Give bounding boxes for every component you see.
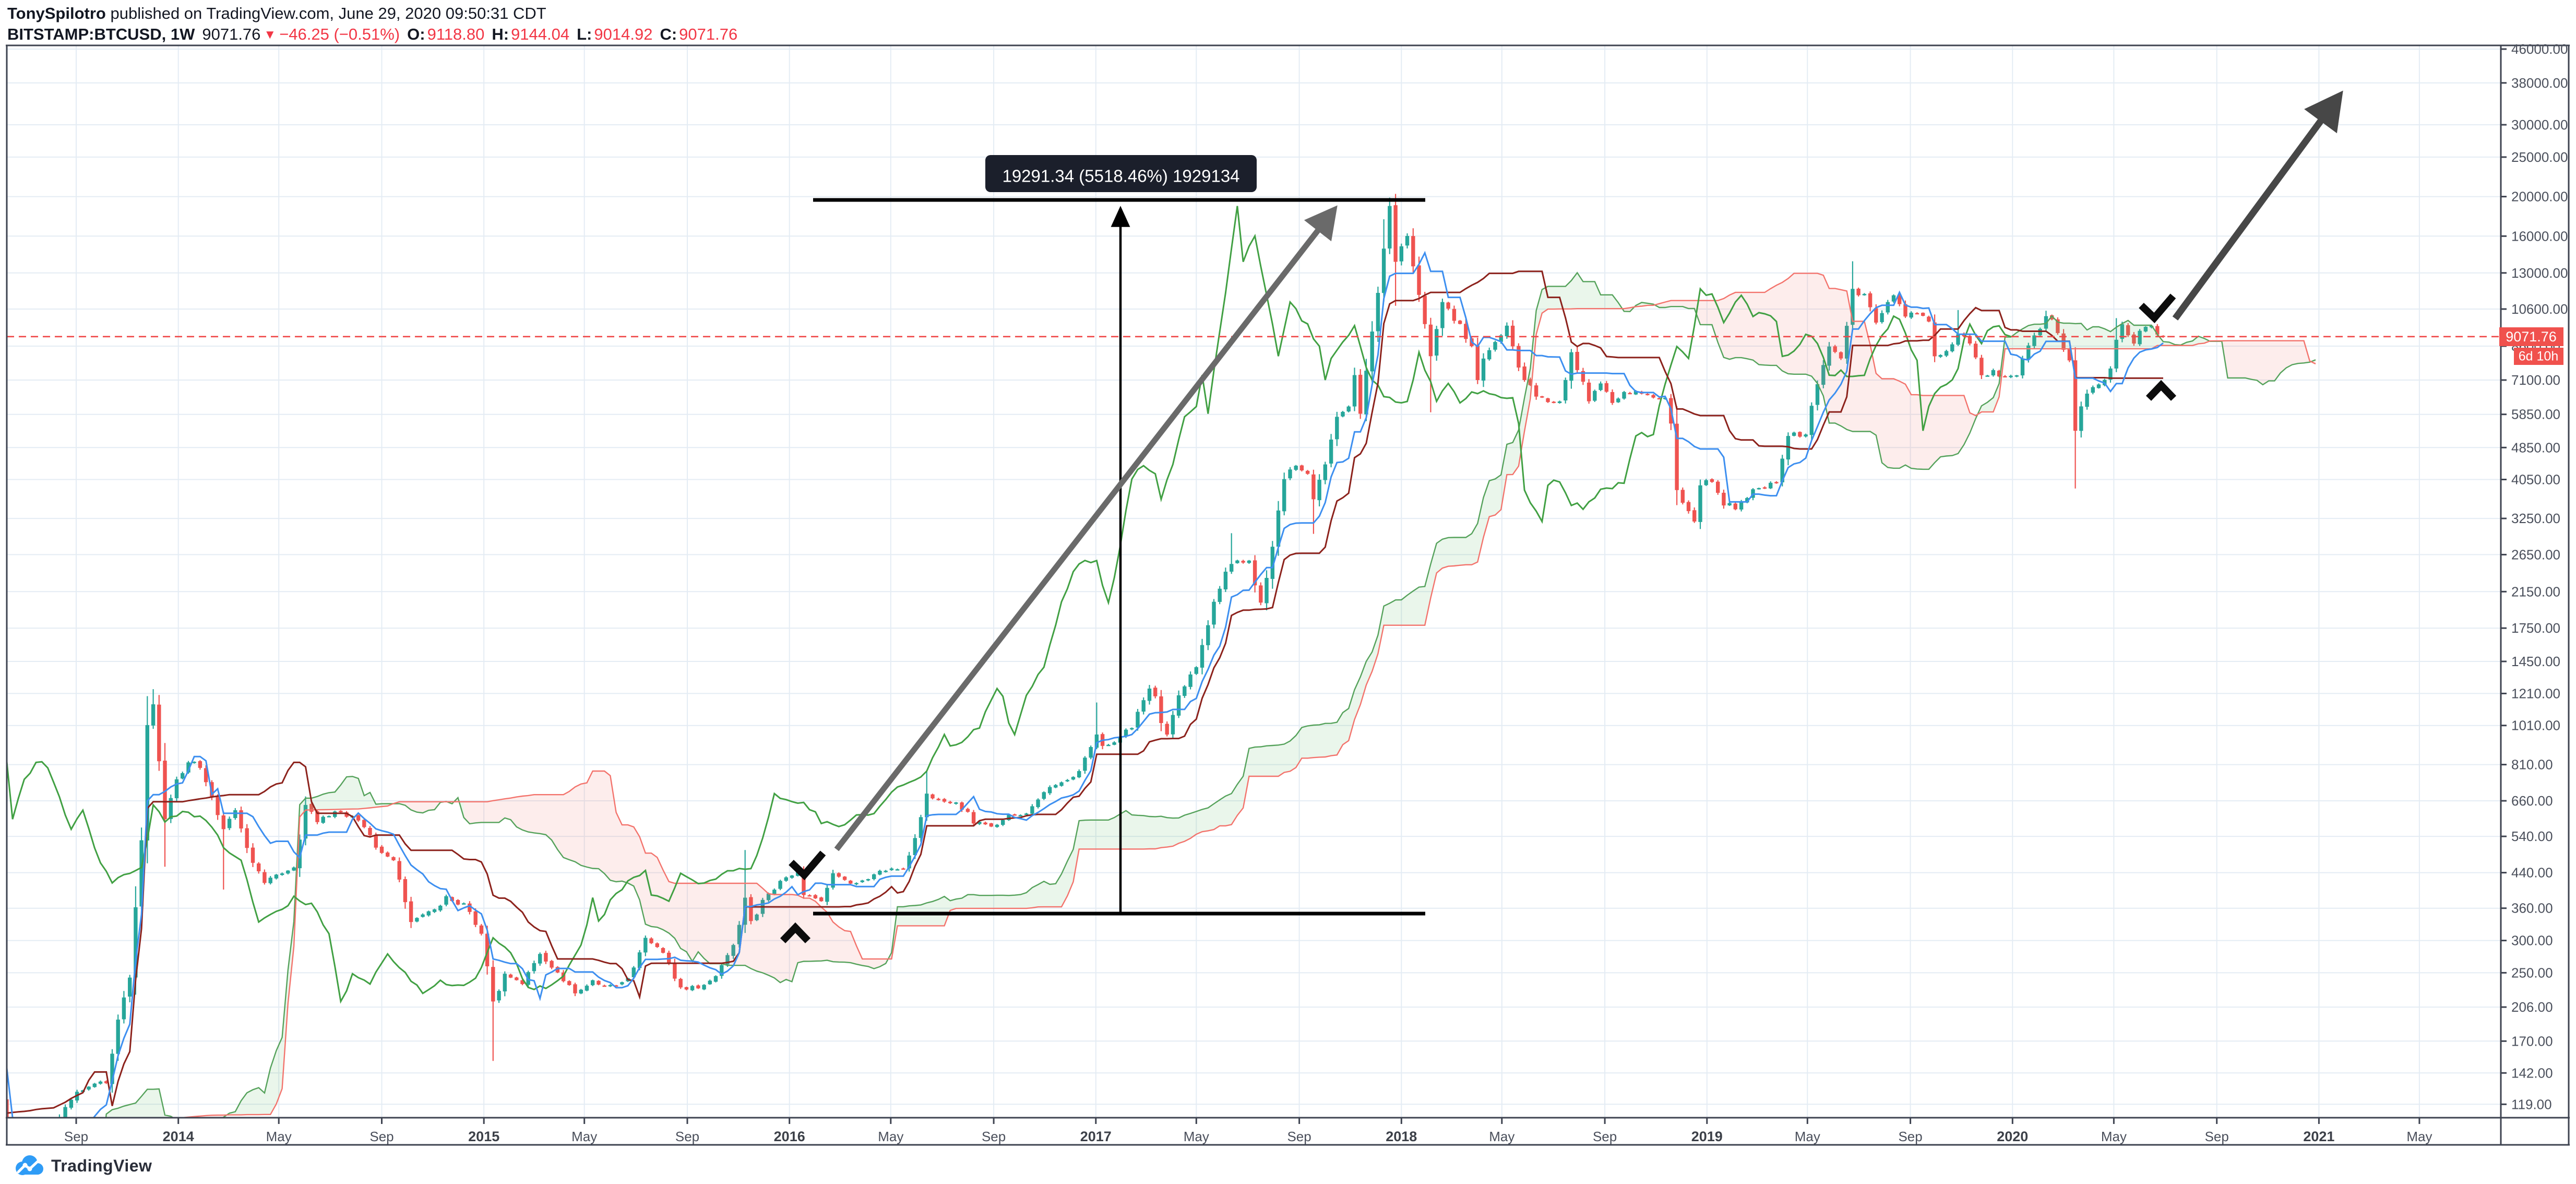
svg-text:May: May <box>1184 1129 1209 1144</box>
publish-line: TonySpilotro published on TradingView.co… <box>7 3 737 24</box>
svg-text:10600.00: 10600.00 <box>2511 301 2568 317</box>
svg-text:16000.00: 16000.00 <box>2511 228 2568 244</box>
svg-text:May: May <box>1489 1129 1514 1144</box>
price-change: −46.25 (−0.51%) <box>279 25 400 43</box>
high-label: H: <box>492 25 509 43</box>
svg-text:Sep: Sep <box>2205 1129 2229 1144</box>
svg-text:Sep: Sep <box>64 1129 88 1144</box>
svg-text:119.00: 119.00 <box>2511 1096 2552 1112</box>
open-value: 9118.80 <box>427 25 485 43</box>
svg-text:May: May <box>2406 1129 2432 1144</box>
author-name: TonySpilotro <box>7 4 106 22</box>
open-label: O: <box>407 25 425 43</box>
tradingview-cloud-icon <box>16 1155 43 1175</box>
price-tag-value: 9071.76 <box>2506 329 2557 345</box>
high-value: 9144.04 <box>511 25 570 43</box>
price-axis[interactable]: 46000.00 38000.00 30000.00 25000.00 20000.00… <box>2511 41 2568 1112</box>
svg-text:2650.00: 2650.00 <box>2511 547 2560 562</box>
svg-text:440.00: 440.00 <box>2511 865 2553 881</box>
svg-text:1750.00: 1750.00 <box>2511 620 2560 636</box>
svg-text:Sep: Sep <box>369 1129 393 1144</box>
svg-text:May: May <box>571 1129 597 1144</box>
tradingview-logo[interactable]: TradingView <box>14 1154 152 1178</box>
close-value: 9071.76 <box>679 25 738 43</box>
svg-text:2018: 2018 <box>1386 1129 1417 1144</box>
close-label: C: <box>660 25 677 43</box>
svg-text:7100.00: 7100.00 <box>2511 372 2560 388</box>
svg-text:3250.00: 3250.00 <box>2511 511 2560 526</box>
svg-text:540.00: 540.00 <box>2511 828 2553 844</box>
svg-text:25000.00: 25000.00 <box>2511 149 2568 165</box>
svg-text:1210.00: 1210.00 <box>2511 685 2560 701</box>
svg-text:206.00: 206.00 <box>2511 999 2553 1015</box>
tradingview-logo-text: TradingView <box>51 1156 152 1175</box>
svg-text:2019: 2019 <box>1691 1129 1723 1144</box>
ichimoku-cloud <box>105 271 2316 1118</box>
axes-frame <box>6 44 2570 1146</box>
last-price: 9071.76 <box>202 25 261 43</box>
measure-callout: 19291.34 (5518.46%) 1929134 <box>985 155 1257 192</box>
svg-text:300.00: 300.00 <box>2511 933 2553 949</box>
svg-text:2021: 2021 <box>2303 1129 2334 1144</box>
time-axis[interactable]: Sep 2014 May Sep 2015 May Sep 2016 May Sep 2017 May… <box>64 1129 2432 1144</box>
measure-label: 19291.34 (5518.46%) 1929134 <box>1002 167 1239 186</box>
ichimoku-lines <box>7 206 2164 1118</box>
svg-text:Sep: Sep <box>675 1129 699 1144</box>
svg-text:660.00: 660.00 <box>2511 793 2553 809</box>
svg-text:Sep: Sep <box>1287 1129 1311 1144</box>
svg-text:142.00: 142.00 <box>2511 1065 2553 1081</box>
svg-text:Sep: Sep <box>982 1129 1006 1144</box>
svg-text:May: May <box>878 1129 903 1144</box>
symbol-line: BITSTAMP:BTCUSD, 1W 9071.76 ▼ −46.25 (−0.51… <box>7 24 737 46</box>
svg-text:May: May <box>1795 1129 1820 1144</box>
drawing-annotations[interactable] <box>780 90 2343 943</box>
candlestick-series <box>7 194 2165 1118</box>
svg-text:2015: 2015 <box>468 1129 499 1144</box>
low-label: L: <box>577 25 592 43</box>
svg-text:May: May <box>2101 1129 2127 1144</box>
svg-text:1450.00: 1450.00 <box>2511 654 2560 669</box>
svg-text:Sep: Sep <box>1593 1129 1617 1144</box>
svg-text:30000.00: 30000.00 <box>2511 117 2568 133</box>
svg-text:5850.00: 5850.00 <box>2511 407 2560 422</box>
low-value: 9014.92 <box>594 25 653 43</box>
svg-text:38000.00: 38000.00 <box>2511 75 2568 91</box>
publish-info: published on TradingView.com, June 29, 2… <box>105 4 546 22</box>
svg-text:2150.00: 2150.00 <box>2511 584 2560 599</box>
header: TonySpilotro published on TradingView.co… <box>7 3 737 46</box>
svg-text:1010.00: 1010.00 <box>2511 718 2560 733</box>
svg-text:May: May <box>266 1129 292 1144</box>
svg-text:810.00: 810.00 <box>2511 757 2553 773</box>
svg-text:4850.00: 4850.00 <box>2511 440 2560 455</box>
svg-text:46000.00: 46000.00 <box>2511 41 2568 57</box>
svg-text:360.00: 360.00 <box>2511 901 2553 916</box>
down-triangle-icon: ▼ <box>264 28 277 42</box>
svg-text:2016: 2016 <box>774 1129 805 1144</box>
svg-text:20000.00: 20000.00 <box>2511 189 2568 205</box>
svg-text:4050.00: 4050.00 <box>2511 472 2560 488</box>
svg-text:2017: 2017 <box>1080 1129 1112 1144</box>
svg-text:2020: 2020 <box>1997 1129 2028 1144</box>
svg-text:170.00: 170.00 <box>2511 1033 2553 1049</box>
price-tag: 9071.76 6d 10h <box>2499 327 2563 365</box>
svg-text:2014: 2014 <box>163 1129 194 1144</box>
symbol-interval: BITSTAMP:BTCUSD, 1W <box>7 25 195 43</box>
svg-text:250.00: 250.00 <box>2511 965 2553 980</box>
svg-text:Sep: Sep <box>1898 1129 1922 1144</box>
svg-text:13000.00: 13000.00 <box>2511 265 2568 281</box>
countdown-tag: 6d 10h <box>2519 349 2558 364</box>
